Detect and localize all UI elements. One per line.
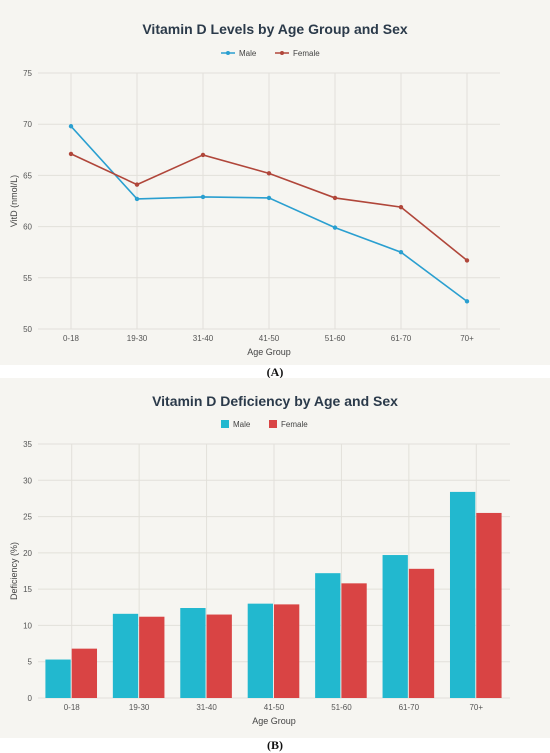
x-tick-label: 70+: [460, 334, 474, 343]
y-tick-label: 0: [28, 694, 33, 703]
bar-female: [71, 648, 98, 698]
data-point-male: [134, 196, 140, 202]
y-tick-label: 65: [23, 171, 32, 180]
x-tick-label: 0-18: [63, 334, 80, 343]
data-point-female: [200, 152, 206, 158]
chart-title: Vitamin D Deficiency by Age and Sex: [152, 393, 398, 409]
data-point-female: [134, 182, 140, 187]
legend-swatch-male: [221, 420, 229, 428]
x-tick-label: 31-40: [196, 703, 217, 712]
data-point-male: [464, 299, 470, 304]
y-axis-label: Deficiency (%): [9, 542, 19, 600]
legend-label-male: Male: [239, 49, 257, 58]
bar-male: [112, 613, 139, 698]
bar-chart-panel: Vitamin D Deficiency by Age and Sex 0 5 10 1…: [0, 378, 550, 738]
legend: Male Female: [221, 420, 308, 429]
x-tick-label: 70+: [469, 703, 483, 712]
bar-male: [180, 608, 206, 698]
x-tick-label: 19-30: [129, 703, 150, 712]
x-tick-label: 31-40: [193, 334, 214, 343]
x-tick-label: 51-60: [325, 334, 346, 343]
bar-chart: Vitamin D Deficiency by Age and Sex 0 5 10 1…: [0, 378, 550, 738]
x-tick-label: 0-18: [64, 703, 81, 712]
bar-male: [45, 659, 71, 698]
caption-a: (A): [266, 365, 284, 379]
bar-female: [476, 512, 502, 698]
data-point-male: [200, 194, 206, 200]
y-tick-label: 30: [23, 476, 32, 485]
x-tick-label: 51-60: [331, 703, 352, 712]
line-chart-panel: Vitamin D Levels by Age Group and Sex 50 5…: [0, 0, 550, 365]
legend-label-female: Female: [293, 49, 320, 58]
chart-title: Vitamin D Levels by Age Group and Sex: [142, 21, 408, 37]
legend-marker-female: [280, 51, 284, 55]
y-tick-label: 50: [23, 325, 32, 334]
bar-female: [341, 583, 367, 698]
bar-male: [382, 555, 408, 698]
data-point-male: [332, 225, 338, 230]
line-chart: Vitamin D Levels by Age Group and Sex 50 5…: [0, 0, 550, 365]
data-point-female: [332, 195, 338, 201]
y-tick-label: 70: [23, 120, 32, 129]
bar-female: [408, 568, 435, 698]
data-point-male: [68, 124, 74, 129]
legend-label-male: Male: [233, 420, 251, 429]
x-tick-label: 19-30: [127, 334, 148, 343]
x-tick-label: 61-70: [399, 703, 420, 712]
bar-female: [206, 614, 232, 698]
x-axis-label: Age Group: [247, 347, 291, 357]
y-tick-label: 75: [23, 69, 32, 78]
x-tick-label: 41-50: [264, 703, 285, 712]
panel-background: [0, 0, 550, 365]
x-tick-label: 41-50: [259, 334, 280, 343]
data-point-male: [266, 195, 272, 201]
legend-swatch-female: [269, 420, 277, 428]
y-axis-label: VitD (nmol/L): [9, 175, 19, 227]
legend-marker-male: [226, 51, 230, 55]
bar-male: [315, 573, 341, 698]
y-tick-label: 20: [23, 549, 32, 558]
caption-b: (B): [267, 738, 283, 752]
data-point-female: [266, 171, 272, 176]
y-tick-label: 60: [23, 223, 32, 232]
y-tick-label: 55: [23, 274, 32, 283]
data-point-female: [68, 151, 74, 157]
y-tick-label: 35: [23, 440, 32, 449]
bar-female: [274, 604, 300, 698]
y-tick-label: 15: [23, 585, 32, 594]
y-tick-label: 5: [28, 658, 33, 667]
legend: Male Female: [221, 49, 320, 58]
data-point-female: [464, 258, 470, 263]
y-tick-label: 25: [23, 513, 32, 522]
x-tick-label: 61-70: [391, 334, 412, 343]
bar-male: [449, 491, 476, 698]
legend-label-female: Female: [281, 420, 308, 429]
data-point-female: [398, 204, 404, 210]
x-axis-label: Age Group: [252, 716, 296, 726]
bar-female: [139, 616, 165, 698]
y-tick-label: 10: [23, 621, 32, 630]
bar-male: [247, 603, 273, 698]
data-point-male: [398, 250, 404, 255]
